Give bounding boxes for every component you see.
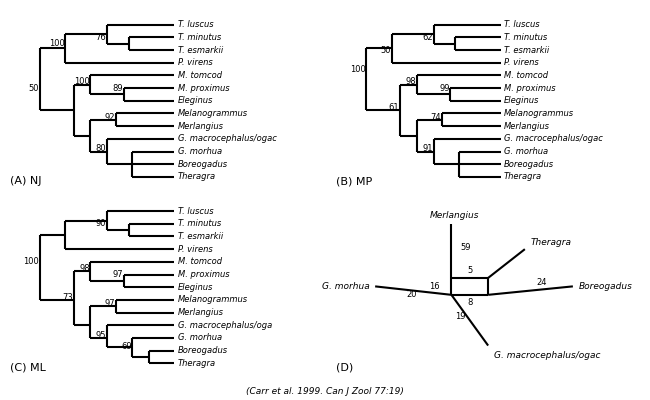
Text: 61: 61 xyxy=(389,103,399,112)
Text: Eleginus: Eleginus xyxy=(178,96,213,105)
Text: M. proximus: M. proximus xyxy=(178,270,229,279)
Text: 74: 74 xyxy=(430,113,441,122)
Text: Merlangius: Merlangius xyxy=(178,308,224,317)
Text: (A) NJ: (A) NJ xyxy=(10,176,41,186)
Text: 98: 98 xyxy=(79,264,90,273)
Text: Theragra: Theragra xyxy=(178,359,216,368)
Text: T. luscus: T. luscus xyxy=(178,20,213,29)
Text: P. virens: P. virens xyxy=(178,245,213,254)
Text: (D): (D) xyxy=(336,362,353,372)
Text: 97: 97 xyxy=(104,299,115,308)
Text: T. esmarkii: T. esmarkii xyxy=(178,46,223,54)
Text: 8: 8 xyxy=(467,298,473,307)
Text: 97: 97 xyxy=(112,270,124,279)
Text: P. virens: P. virens xyxy=(504,58,539,67)
Text: G. macrocephalus/ogac: G. macrocephalus/ogac xyxy=(504,134,603,143)
Text: T. minutus: T. minutus xyxy=(178,219,221,228)
Text: G. morhua: G. morhua xyxy=(178,334,222,342)
Text: 19: 19 xyxy=(455,312,465,321)
Text: Eleginus: Eleginus xyxy=(504,96,540,105)
Text: 76: 76 xyxy=(96,33,107,42)
Text: G. macrocephalus/ogac: G. macrocephalus/ogac xyxy=(178,134,277,143)
Text: M. tomcod: M. tomcod xyxy=(504,71,548,80)
Text: 100: 100 xyxy=(350,64,365,74)
Text: 16: 16 xyxy=(430,282,440,291)
Text: Boreogadus: Boreogadus xyxy=(578,282,632,291)
Text: T. luscus: T. luscus xyxy=(504,20,540,29)
Text: T. esmarkii: T. esmarkii xyxy=(504,46,549,54)
Text: 24: 24 xyxy=(536,278,547,288)
Text: 5: 5 xyxy=(467,266,473,274)
Text: T. minutus: T. minutus xyxy=(178,33,221,42)
Text: 95: 95 xyxy=(96,331,107,340)
Text: 80: 80 xyxy=(96,144,107,154)
Text: 89: 89 xyxy=(112,84,124,92)
Text: Theragra: Theragra xyxy=(530,238,571,248)
Text: Melanogrammus: Melanogrammus xyxy=(178,109,248,118)
Text: (C) ML: (C) ML xyxy=(10,362,46,372)
Text: (Carr et al. 1999. Can J Zool 77:19): (Carr et al. 1999. Can J Zool 77:19) xyxy=(246,387,404,396)
Text: 20: 20 xyxy=(407,290,417,299)
Text: G. morhua: G. morhua xyxy=(178,147,222,156)
Text: Merlangius: Merlangius xyxy=(430,212,479,220)
Text: P. virens: P. virens xyxy=(178,58,213,67)
Text: T. minutus: T. minutus xyxy=(504,33,547,42)
Text: G. macrocephalus/oga: G. macrocephalus/oga xyxy=(178,321,272,330)
Text: G. macrocephalus/ogac: G. macrocephalus/ogac xyxy=(494,351,601,360)
Text: 100: 100 xyxy=(49,39,64,48)
Text: M. tomcod: M. tomcod xyxy=(178,257,222,266)
Text: Theragra: Theragra xyxy=(504,172,542,181)
Text: 62: 62 xyxy=(422,33,433,42)
Text: 59: 59 xyxy=(460,243,471,252)
Text: G. morhua: G. morhua xyxy=(504,147,548,156)
Text: Melanogrammus: Melanogrammus xyxy=(504,109,574,118)
Text: Boreogadus: Boreogadus xyxy=(504,160,554,169)
Text: 100: 100 xyxy=(74,77,90,86)
Text: 90: 90 xyxy=(96,219,107,228)
Text: Melanogrammus: Melanogrammus xyxy=(178,296,248,304)
Text: M. proximus: M. proximus xyxy=(504,84,556,92)
Text: Theragra: Theragra xyxy=(178,172,216,181)
Text: Boreogadus: Boreogadus xyxy=(178,346,228,355)
Text: T. esmarkii: T. esmarkii xyxy=(178,232,223,241)
Text: 69: 69 xyxy=(121,342,132,351)
Text: 99: 99 xyxy=(439,84,450,92)
Text: 98: 98 xyxy=(406,77,416,86)
Text: G. morhua: G. morhua xyxy=(322,282,369,291)
Text: Eleginus: Eleginus xyxy=(178,283,213,292)
Text: 50: 50 xyxy=(29,84,39,92)
Text: 91: 91 xyxy=(422,144,433,154)
Text: 73: 73 xyxy=(62,293,73,302)
Text: 92: 92 xyxy=(105,113,115,122)
Text: (B) MP: (B) MP xyxy=(336,176,372,186)
Text: M. tomcod: M. tomcod xyxy=(178,71,222,80)
Text: T. luscus: T. luscus xyxy=(178,207,213,216)
Text: 100: 100 xyxy=(23,257,39,266)
Text: 50: 50 xyxy=(380,46,391,55)
Text: M. proximus: M. proximus xyxy=(178,84,229,92)
Text: Boreogadus: Boreogadus xyxy=(178,160,228,169)
Text: Merlangius: Merlangius xyxy=(504,122,550,131)
Text: Merlangius: Merlangius xyxy=(178,122,224,131)
